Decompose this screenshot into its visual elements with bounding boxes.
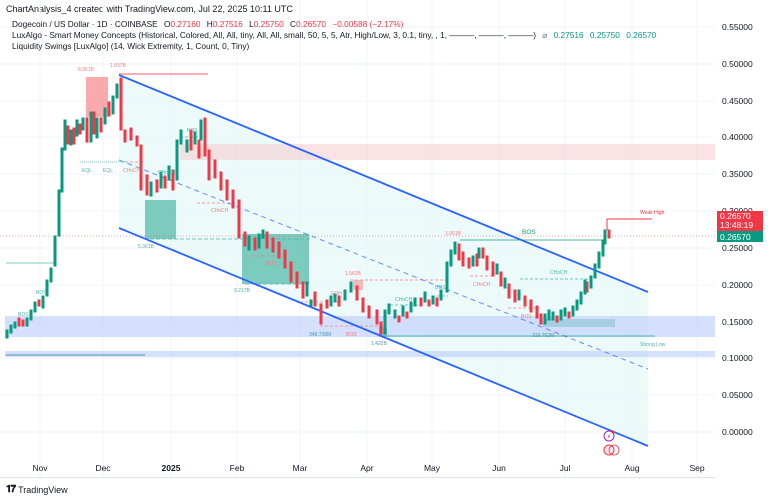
label-choch: CHoCH	[550, 270, 568, 276]
label-bos: BOS	[346, 332, 357, 338]
demand-ob-feb	[242, 234, 309, 284]
label-volume: 1.037B	[110, 63, 127, 69]
open-value: 0.27160	[170, 19, 201, 29]
label-volume: 1.422B	[371, 341, 388, 347]
channel-mid-line	[118, 159, 649, 370]
high-label: H	[206, 19, 213, 29]
tradingview-logo-icon: 𝟏𝟕	[6, 484, 16, 495]
flash-event-icon	[603, 430, 615, 442]
label-bos: BOS	[187, 128, 198, 134]
demand-ob-recent	[543, 319, 615, 327]
y-tick: 0.40000	[722, 132, 753, 142]
x-tick: Mar	[292, 463, 308, 473]
indicator-value: 0.27516	[553, 30, 584, 40]
label-choch: CHoCH	[473, 282, 491, 288]
indicator-row-smc[interactable]: LuxAlgo - Smart Money Concepts (Historic…	[12, 30, 656, 41]
label-choch: CHoCH	[395, 297, 413, 303]
demand-zone-lower	[5, 351, 715, 357]
x-tick: Sep	[689, 463, 705, 473]
close-label: C	[290, 19, 297, 29]
chart-legend: Dogecoin / US Dollar · 1D · COINBASE O0.…	[12, 19, 656, 52]
supply-ob-top	[86, 77, 108, 117]
supply-ob-mar	[353, 280, 363, 290]
bar-countdown: 13:48:19	[720, 220, 754, 230]
candles	[5, 77, 611, 339]
x-tick: 2025	[161, 463, 181, 473]
label-bos: BOS	[521, 314, 532, 320]
label-choch: CHoCH	[211, 208, 229, 214]
svg-text:⚡: ⚡	[607, 433, 612, 441]
x-tick: Jul	[559, 463, 571, 473]
y-tick: 0.35000	[722, 169, 753, 179]
symbol-name: Dogecoin / US Dollar · 1D · COINBASE	[12, 19, 158, 29]
label-volume: 5.361B	[138, 244, 155, 250]
y-tick: 0.50000	[722, 59, 753, 69]
label-eql: EQL	[82, 168, 92, 174]
x-tick: Feb	[229, 463, 245, 473]
indicator-row-liquidity[interactable]: Liquidity Swings [LuxAlgo] (14, Wick Ext…	[12, 41, 656, 52]
y-tick: 0.45000	[722, 96, 753, 106]
indicator-name-liquidity: Liquidity Swings [LuxAlgo] (14, Wick Ext…	[12, 41, 250, 51]
indicator-value: 0.25750	[589, 30, 620, 40]
annotations: 8.961B 1.037B EQL EQL CHoCH CHoCH BOS CH…	[18, 63, 666, 348]
y-tick: 0.00000	[722, 427, 753, 437]
indicator-value: 0.26570	[626, 30, 657, 40]
label-choch: CHoCH	[158, 170, 176, 176]
y-tick: 0.15000	[722, 317, 753, 327]
footer-branding[interactable]: 𝟏𝟕 TradingView	[6, 484, 68, 495]
event-icons: ⚡	[603, 430, 620, 456]
x-tick: Jun	[492, 463, 506, 473]
label-eql: EQL	[103, 168, 113, 174]
open-label: O	[164, 19, 171, 29]
x-axis-border	[0, 477, 715, 478]
label-bos: BOS	[18, 312, 29, 318]
y-tick: 0.05000	[722, 390, 753, 400]
label-eqh: EQH	[331, 291, 342, 297]
channel-upper-line	[118, 74, 649, 293]
change-value: −0.00588 (−2.17%)	[332, 19, 404, 29]
label-choch: CHoCH	[123, 168, 141, 174]
channel-lower-line	[118, 227, 649, 447]
label-bos: BOS	[435, 285, 446, 291]
brand-name: TradingView	[18, 484, 68, 495]
label-volume: 8.961B	[78, 67, 95, 73]
label-bos: BOS	[266, 261, 277, 267]
x-tick: Nov	[32, 463, 48, 473]
label-volume: 1.562B	[345, 271, 362, 277]
chart-title: ChartAnalysis_4 created with TradingView…	[6, 4, 293, 14]
label-weak-high: Weak High	[640, 210, 665, 216]
demand-ob-dec	[145, 200, 176, 239]
label-volume: 319.752M	[532, 333, 554, 339]
last-price-tag: 0.26570 13:48:19	[717, 211, 763, 231]
last-price-value: 0.26570	[720, 211, 751, 221]
low-value: 0.25750	[253, 19, 284, 29]
y-tick: 0.55000	[722, 22, 753, 32]
indicator-name-smc: LuxAlgo - Smart Money Concepts (Historic…	[12, 30, 536, 40]
x-tick: May	[423, 463, 441, 473]
label-bos: BOS	[522, 229, 536, 236]
symbol-row[interactable]: Dogecoin / US Dollar · 1D · COINBASE O0.…	[12, 19, 656, 30]
x-tick: Dec	[95, 463, 111, 473]
eye-off-icon[interactable]: ⌀	[542, 30, 548, 40]
close-value: 0.26570	[296, 19, 327, 29]
high-value: 0.27516	[212, 19, 243, 29]
y-tick: 0.25000	[722, 243, 753, 253]
y-tick: 0.10000	[722, 353, 753, 363]
demand-ob-apr	[379, 327, 387, 337]
supply-zone	[180, 144, 715, 160]
indicator-price-tag: 0.26570	[717, 231, 763, 242]
label-volume: 9.217B	[234, 288, 251, 294]
low-label: L	[249, 19, 254, 29]
x-tick: Apr	[360, 463, 374, 473]
label-volume: 348.728M	[309, 332, 331, 338]
label-bos: BOS	[36, 290, 47, 296]
label-volume: 1.061B	[445, 231, 462, 237]
y-tick: 0.20000	[722, 280, 753, 290]
x-tick: Aug	[624, 463, 640, 473]
label-strong-low: Strong Low	[640, 342, 666, 348]
